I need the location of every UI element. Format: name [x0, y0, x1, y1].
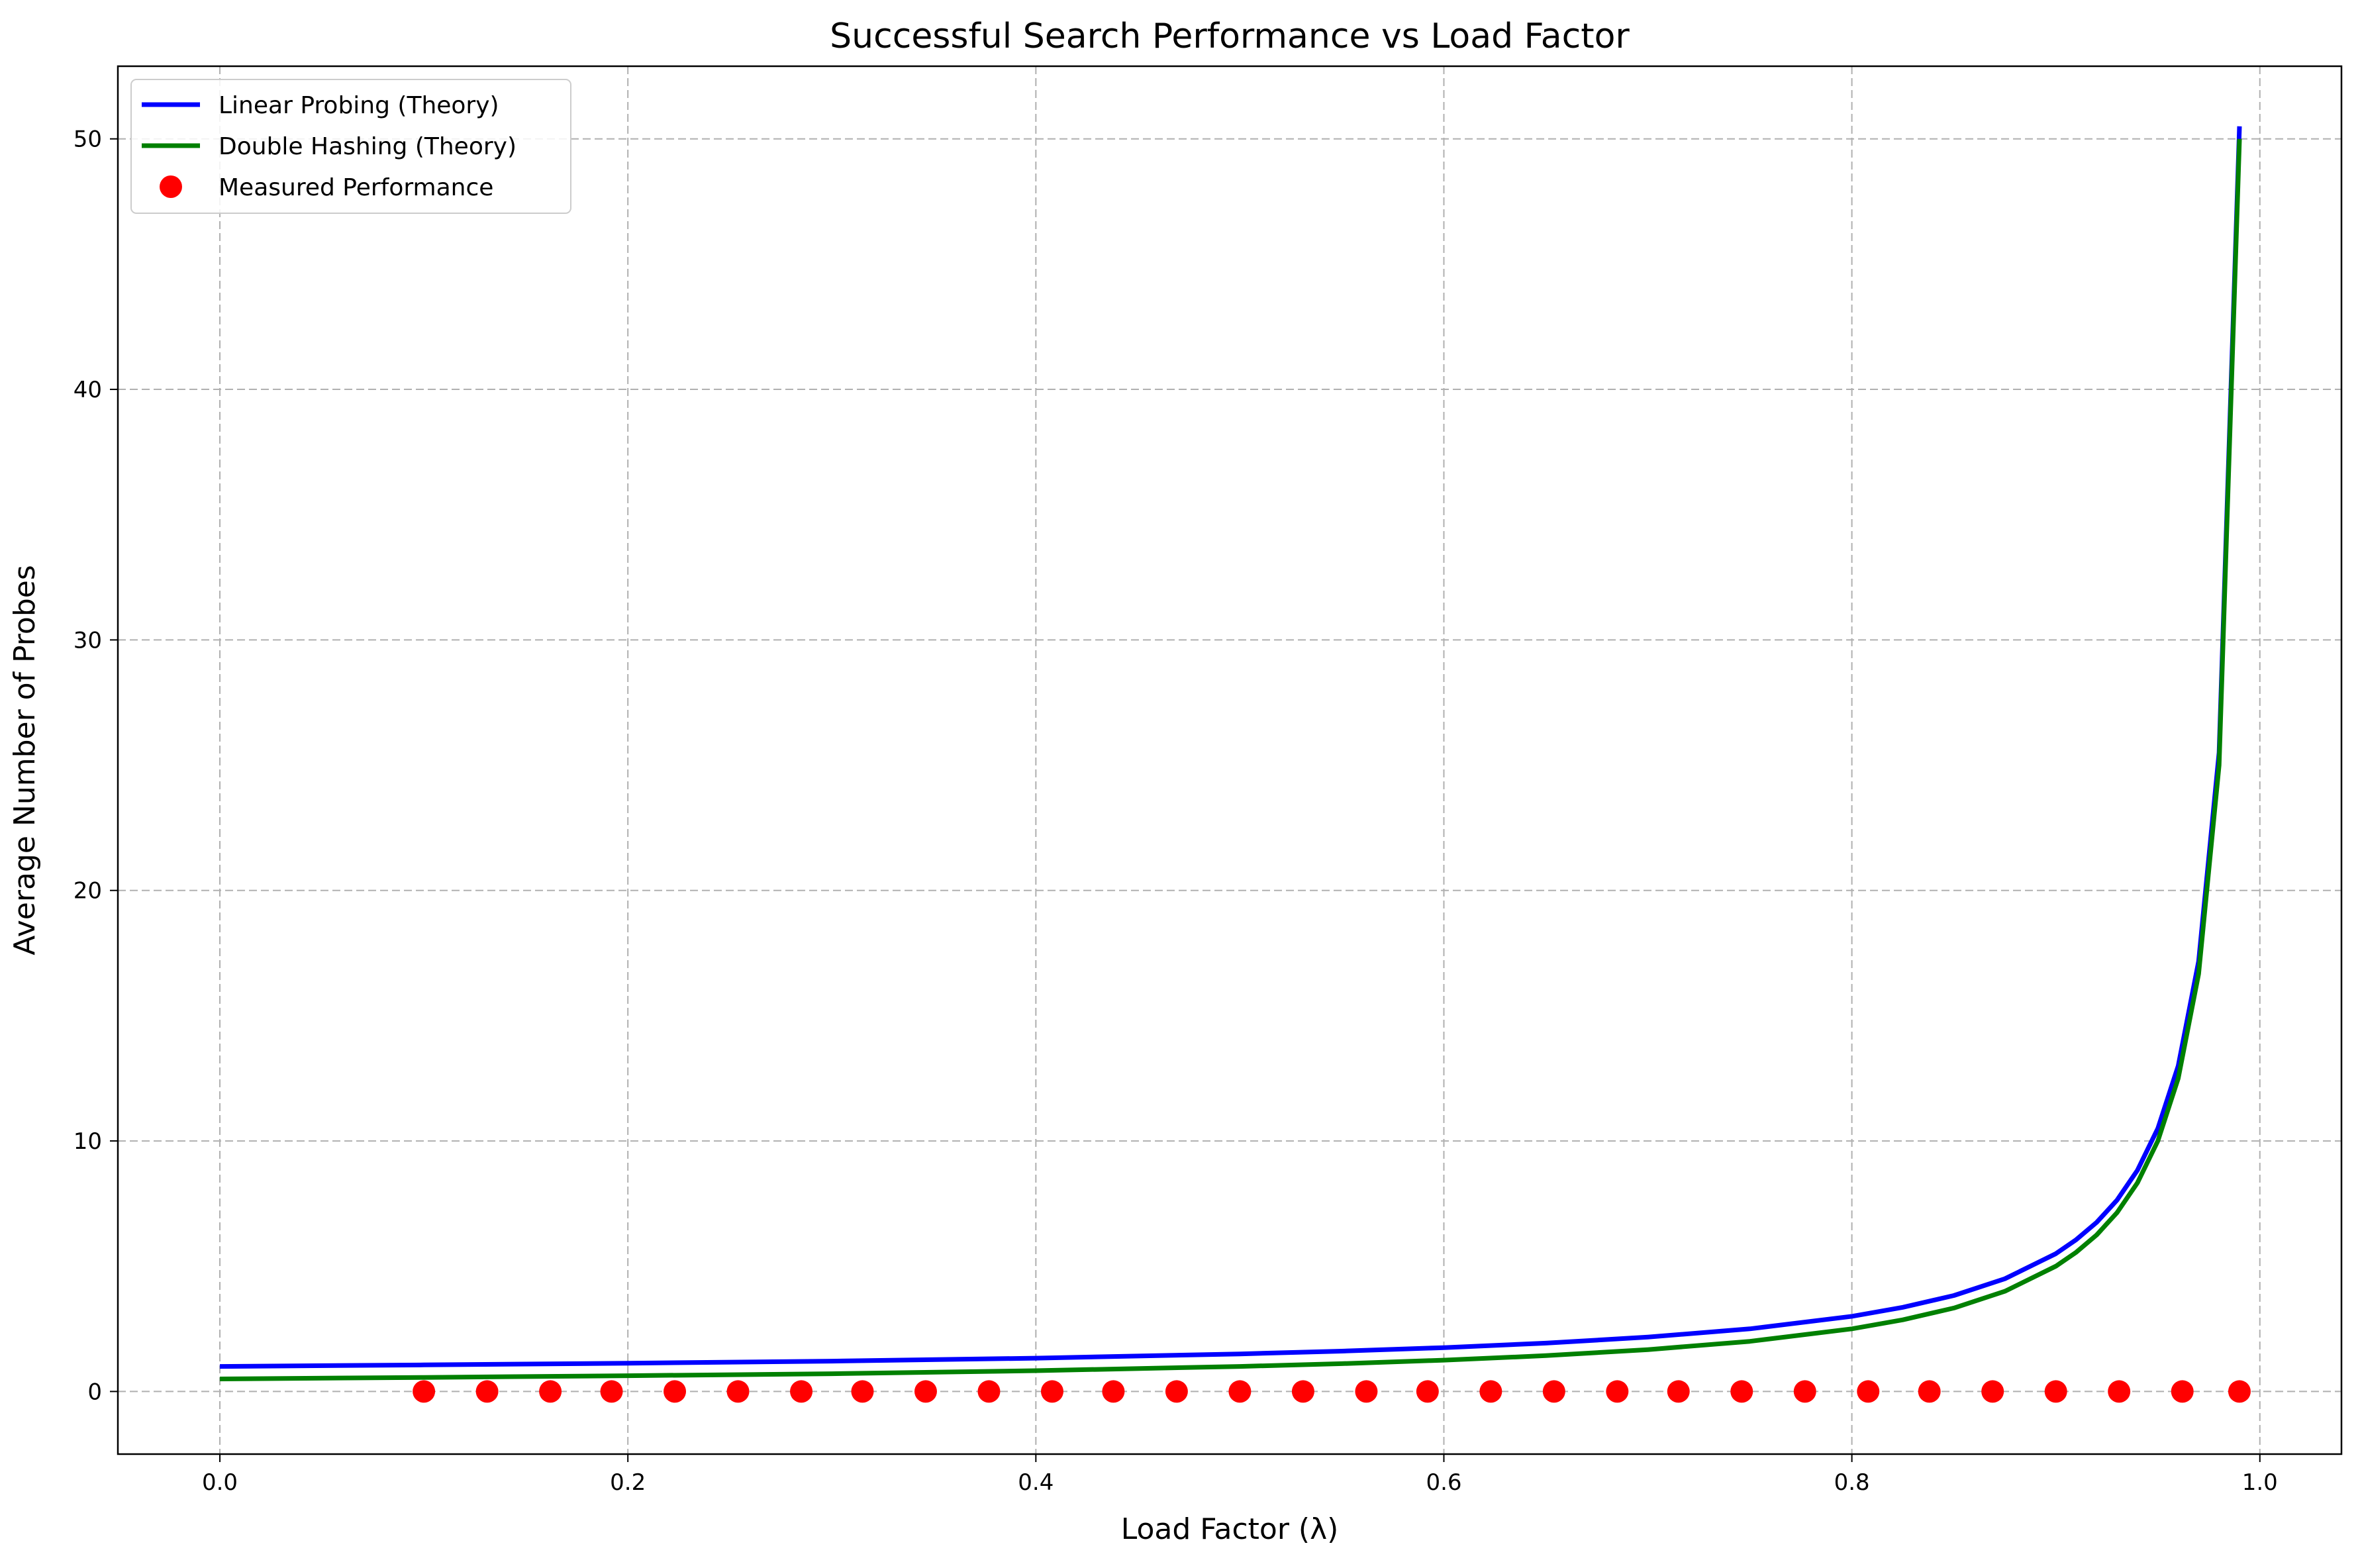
y-axis-label: Average Number of Probes	[8, 565, 42, 956]
y-tick-label: 30	[74, 627, 102, 654]
legend-label: Double Hashing (Theory)	[219, 133, 516, 160]
measured-point	[1291, 1380, 1314, 1403]
measured-point	[1857, 1380, 1880, 1403]
measured-point	[2044, 1380, 2067, 1403]
measured-point	[1793, 1380, 1816, 1403]
measured-point	[2228, 1380, 2251, 1403]
measured-point	[1981, 1380, 2004, 1403]
legend-box	[130, 79, 571, 214]
measured-point	[851, 1380, 874, 1403]
measured-point	[1416, 1380, 1439, 1403]
legend-label: Measured Performance	[219, 174, 493, 201]
measured-point	[790, 1380, 813, 1403]
y-tick-label: 40	[74, 377, 102, 403]
y-tick-label: 20	[74, 878, 102, 905]
x-tick-label: 0.0	[202, 1469, 238, 1496]
measured-point	[914, 1380, 937, 1403]
measured-point	[1918, 1380, 1941, 1403]
measured-point	[2108, 1380, 2131, 1403]
x-tick-label: 1.0	[2242, 1469, 2278, 1496]
plot-series	[219, 126, 2251, 1403]
x-tick-label: 0.6	[1426, 1469, 1461, 1496]
series-line	[219, 126, 2242, 1369]
measured-point	[664, 1380, 687, 1403]
measured-point	[1165, 1380, 1188, 1403]
measured-point	[977, 1380, 1001, 1403]
measured-point	[1355, 1380, 1378, 1403]
measured-point	[1479, 1380, 1502, 1403]
measured-point	[1102, 1380, 1125, 1403]
axis-ticks: 0.0 0.2 0.4 0.6 0.8 1.0 0 10 20 30 40 50	[74, 126, 2278, 1496]
measured-point	[726, 1380, 750, 1403]
measured-point	[1040, 1380, 1063, 1403]
measured-point	[1667, 1380, 1690, 1403]
series-line	[219, 138, 2242, 1381]
measured-point	[2171, 1380, 2194, 1403]
measured-point	[1730, 1380, 1753, 1403]
measured-point	[475, 1380, 499, 1403]
y-tick-label: 10	[74, 1128, 102, 1155]
x-tick-label: 0.4	[1018, 1469, 1054, 1496]
legend-marker-swatch	[160, 175, 182, 198]
measured-point	[1606, 1380, 1629, 1403]
legend: Linear Probing (Theory) Double Hashing (T…	[130, 79, 571, 214]
x-tick-label: 0.8	[1834, 1469, 1870, 1496]
measured-point	[413, 1380, 436, 1403]
chart-title: Successful Search Performance vs Load Fa…	[830, 17, 1630, 56]
legend-label: Linear Probing (Theory)	[219, 92, 499, 119]
axes-frame	[117, 65, 2343, 1455]
y-tick-label: 0	[87, 1379, 102, 1405]
x-tick-label: 0.2	[610, 1469, 646, 1496]
measured-point	[1228, 1380, 1252, 1403]
y-tick-label: 50	[74, 126, 102, 153]
measured-point	[1542, 1380, 1565, 1403]
measured-point	[539, 1380, 562, 1403]
measured-point	[600, 1380, 623, 1403]
x-axis-label: Load Factor (λ)	[1121, 1512, 1339, 1546]
